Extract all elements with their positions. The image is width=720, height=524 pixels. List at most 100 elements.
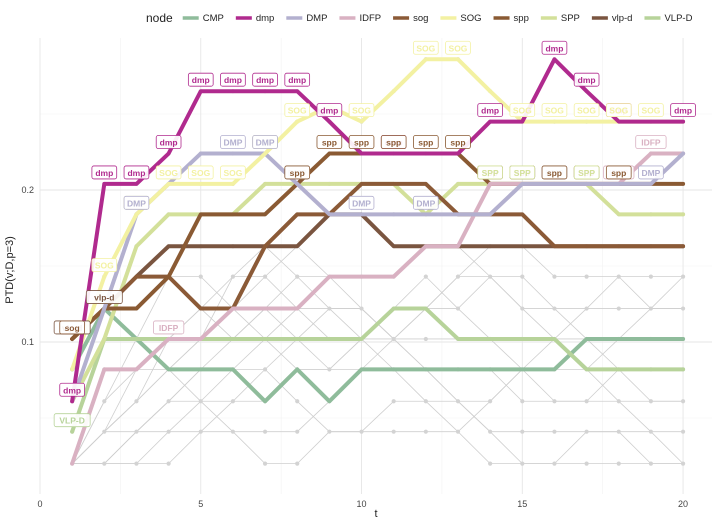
point-label-dmp: dmp [59, 382, 85, 397]
svg-text:SOG: SOG [191, 168, 210, 178]
background-point [295, 461, 300, 466]
svg-text:dmp: dmp [481, 106, 499, 116]
svg-text:dmp: dmp [256, 75, 274, 85]
background-point [488, 274, 493, 279]
background-point [166, 399, 171, 404]
background-point [423, 336, 428, 342]
point-label-spp: spp [413, 135, 439, 149]
background-point [295, 429, 300, 434]
svg-text:SOG: SOG [449, 43, 468, 53]
legend-label-spp: spp [514, 13, 529, 24]
point-label-sog: sog [59, 320, 85, 335]
svg-text:spp: spp [322, 138, 337, 148]
svg-text:spp: spp [450, 138, 465, 148]
point-label-DMP: DMP [413, 195, 439, 210]
background-point [134, 461, 139, 466]
point-label-DMP: DMP [220, 135, 246, 149]
background-point [198, 274, 203, 279]
svg-text:spp: spp [611, 168, 626, 178]
background-point [616, 461, 621, 466]
svg-text:SPP: SPP [482, 168, 499, 178]
background-point [520, 399, 525, 404]
background-point [648, 461, 654, 466]
background-point [488, 461, 493, 466]
point-labels: dmpdmpdmpdmpdmpdmpdmpdmpdmpdmpdmpdmpdmpd… [53, 40, 696, 428]
y-axis-title: PTD(v;D,p=3) [4, 236, 16, 304]
background-point [455, 306, 461, 311]
point-label-SOG: SOG [573, 103, 600, 117]
point-label-dmp: dmp [477, 103, 503, 117]
series-line-SOG [70, 57, 686, 372]
background-point [102, 399, 107, 404]
svg-text:dmp: dmp [578, 75, 596, 85]
legend-label-vlp-d: vlp-d [612, 13, 633, 24]
background-point [520, 461, 525, 466]
background-point [584, 461, 589, 466]
background-point [680, 429, 686, 434]
svg-text:VLP-D: VLP-D [59, 416, 85, 426]
point-label-spp: spp [284, 165, 311, 180]
background-line [72, 276, 684, 465]
background-point [391, 429, 396, 434]
point-label-SOG: SOG [187, 165, 214, 180]
y-tick-label: 0.2 [21, 185, 34, 195]
svg-text:dmp: dmp [674, 106, 692, 116]
svg-text:SOG: SOG [513, 106, 532, 116]
legend-label-VLP-D: VLP-D [664, 13, 692, 24]
legend-label-SPP: SPP [561, 13, 580, 24]
svg-text:SOG: SOG [159, 168, 178, 178]
background-point [423, 429, 428, 434]
background-point [455, 399, 461, 404]
point-label-dmp: dmp [220, 72, 246, 87]
series-line-CMP [70, 306, 686, 404]
point-label-dmp: dmp [155, 135, 182, 149]
point-label-dmp: dmp [252, 72, 278, 87]
background-point [552, 274, 557, 279]
svg-text:SOG: SOG [95, 261, 114, 271]
axes: t PTD(v;D,p=3) 0 5 10 15 20 0.1 0.2 [4, 185, 688, 520]
background-point [616, 429, 621, 434]
background-point [520, 306, 525, 311]
point-label-DMP: DMP [252, 135, 278, 149]
svg-text:dmp: dmp [224, 75, 242, 85]
background-point [423, 399, 428, 404]
background-point [680, 274, 686, 279]
point-label-dmp: dmp [670, 103, 696, 117]
background-point [198, 399, 203, 404]
background-point [520, 429, 525, 434]
point-label-vlp-d: vlp-d [85, 290, 123, 304]
background-point [230, 399, 236, 404]
background-point [327, 367, 332, 372]
svg-text:dmp: dmp [127, 168, 145, 178]
point-label-SOG: SOG [91, 258, 118, 273]
x-tick-label: 0 [37, 499, 42, 509]
point-label-spp: spp [348, 135, 375, 149]
background-point [488, 429, 493, 434]
svg-text:dmp: dmp [545, 43, 563, 53]
legend-label-DMP: DMP [306, 13, 327, 24]
svg-text:DMP: DMP [352, 198, 371, 208]
point-label-dmp: dmp [187, 72, 214, 87]
background-point [680, 306, 686, 311]
point-label-SOG: SOG [220, 165, 246, 180]
point-label-dmp: dmp [573, 72, 600, 87]
svg-text:spp: spp [547, 168, 562, 178]
point-label-dmp: dmp [91, 165, 118, 180]
background-point [648, 399, 654, 404]
point-label-dmp: dmp [541, 40, 568, 55]
point-label-DMP: DMP [638, 165, 664, 180]
background-point [455, 429, 461, 434]
background-point [584, 306, 589, 311]
background-point [616, 306, 621, 311]
point-label-SOG: SOG [509, 103, 536, 117]
background-lines [70, 57, 686, 466]
svg-text:spp: spp [354, 138, 369, 148]
legend-label-SOG: SOG [460, 13, 481, 24]
background-point [230, 429, 236, 434]
point-label-SOG: SOG [638, 103, 664, 117]
background-point [262, 274, 268, 279]
background-line [72, 400, 684, 465]
background-point [680, 461, 686, 466]
series-lines [70, 57, 686, 466]
